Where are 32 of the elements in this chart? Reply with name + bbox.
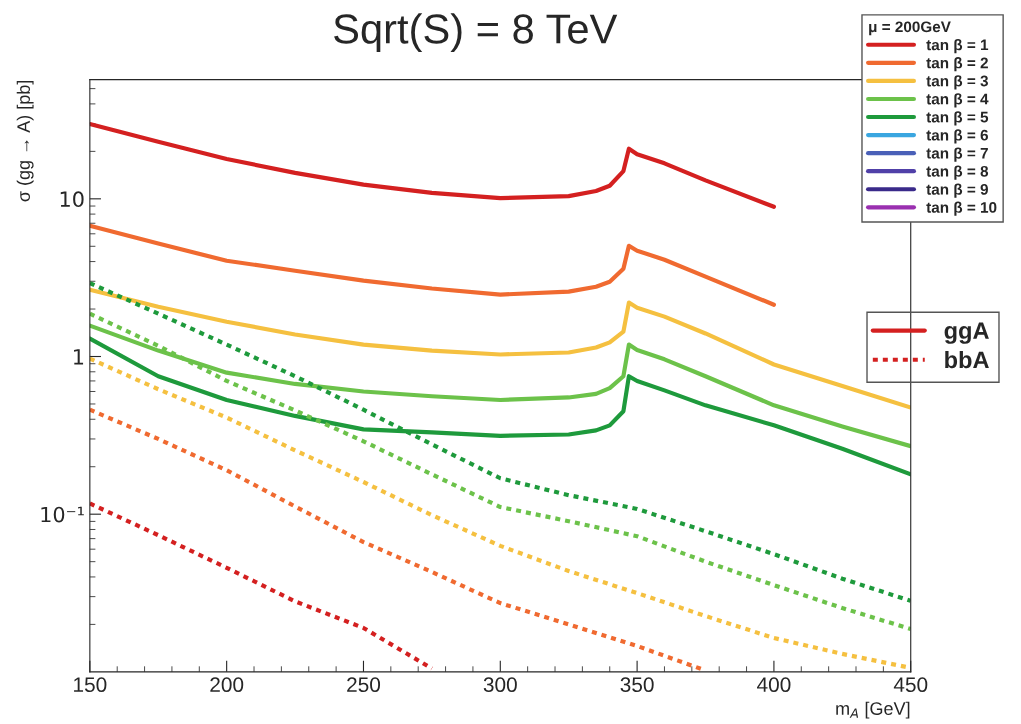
legend-label: tan β = 1 xyxy=(926,39,989,54)
legend-label: tan β = 8 xyxy=(926,165,989,180)
y-tick-label: 1 xyxy=(74,349,84,365)
x-tick-label: 450 xyxy=(893,677,928,693)
y-tick-label: 10 xyxy=(60,191,84,208)
text: ggA xyxy=(944,322,989,344)
x-axis-title: m$_{A}$ [GeV] xyxy=(836,701,910,719)
legend-label: tan β = 7 xyxy=(926,147,988,162)
x-tick-label: 200 xyxy=(210,677,244,693)
legend-label: tan β = 9 xyxy=(926,183,988,198)
y-tick-label: 10⁻¹ xyxy=(41,506,84,523)
x-tick-label: 250 xyxy=(347,677,381,693)
legend-label: tan β = 3 xyxy=(926,75,988,90)
text: bbA xyxy=(945,350,989,369)
line-series xyxy=(89,223,777,307)
legend-title: μ = 200GeV xyxy=(869,21,951,36)
line-series xyxy=(89,281,911,603)
line-series xyxy=(89,121,777,209)
legend-label: tan β = 4 xyxy=(926,93,989,108)
legend-label: tan β = 2 xyxy=(926,57,988,72)
line-series xyxy=(89,311,911,632)
x-tick-label: 400 xyxy=(757,677,791,693)
x-tick-label: 350 xyxy=(620,677,654,693)
y-axis-title: σ (gg → A) [pb] xyxy=(16,80,34,202)
line-series xyxy=(89,501,434,671)
x-tick-label: 300 xyxy=(483,677,517,693)
chart-title: Sqrt(S) = 8 TeV xyxy=(334,13,618,52)
x-tick-label: 150 xyxy=(74,677,107,693)
legend-label: tan β = 5 xyxy=(926,111,989,126)
line-series xyxy=(89,287,911,410)
legend-label: tan β = 10 xyxy=(926,201,997,216)
legend-label: tan β = 6 xyxy=(926,129,988,144)
